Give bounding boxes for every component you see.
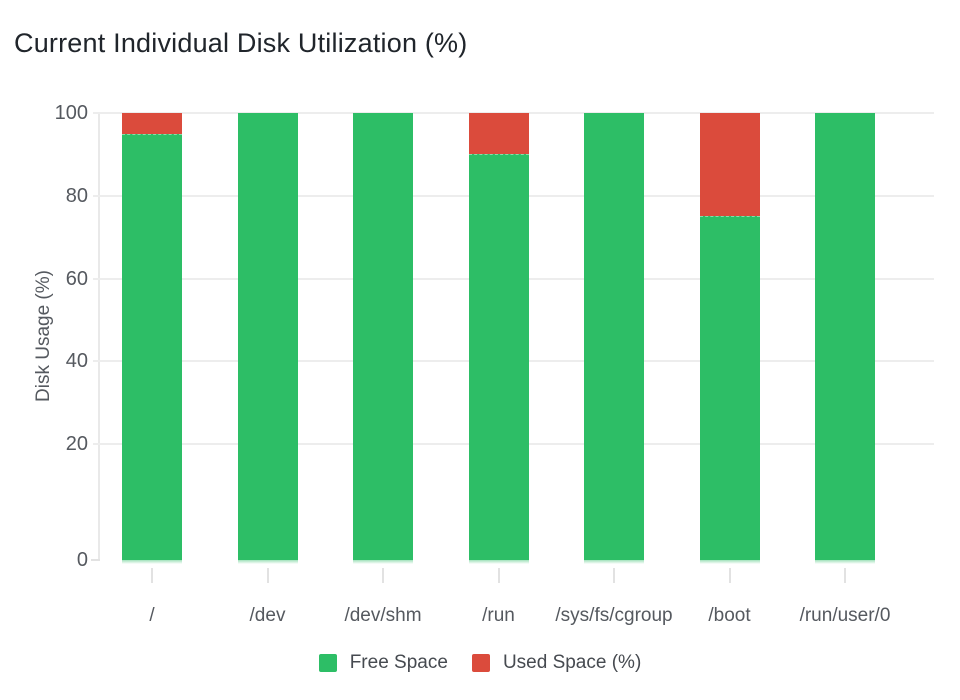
bar-/boot[interactable] [699, 113, 760, 564]
x-axis-tick [728, 568, 731, 583]
legend-item-used-space[interactable]: Used Space (%) [471, 652, 642, 674]
legend-swatch-icon [471, 654, 490, 672]
x-tick-label-/boot: /boot [708, 605, 751, 626]
y-axis-tick-0 [91, 559, 100, 561]
bar-segment-used[interactable] [699, 113, 760, 217]
bar-segment-free[interactable] [815, 113, 875, 560]
y-tick-label-20: 20 [65, 433, 88, 455]
x-axis-tick [844, 568, 846, 583]
x-axis-tick [266, 568, 269, 583]
legend-swatch-icon [318, 654, 337, 672]
bar-base-fade [584, 560, 644, 564]
bar-segment-used[interactable] [468, 113, 529, 155]
legend: Free Space Used Space (%) [0, 652, 960, 674]
x-tick-label-/dev: /dev [249, 605, 286, 626]
legend-item-free-space[interactable]: Free Space [318, 652, 448, 674]
bar-segment-free[interactable] [584, 113, 644, 560]
bar-base-fade [699, 560, 760, 564]
bar-segment-free[interactable] [122, 133, 182, 560]
bar-segment-used[interactable] [122, 113, 182, 134]
x-tick-label-/dev/shm: /dev/shm [344, 605, 422, 626]
x-axis-tick [613, 568, 615, 583]
bar-/run[interactable] [468, 113, 529, 564]
x-axis-tick [151, 568, 153, 583]
y-tick-label-60: 60 [65, 267, 88, 290]
bar-/run/user/0[interactable] [815, 113, 875, 564]
chart-title: Current Individual Disk Utilization (%) [14, 28, 468, 58]
bar-segment-free[interactable] [468, 154, 529, 560]
x-tick-label-/: / [149, 605, 155, 626]
y-tick-label-0: 0 [76, 549, 88, 571]
x-axis-tick [382, 568, 384, 583]
legend-label: Free Space [349, 652, 448, 673]
bar-/[interactable] [122, 113, 182, 564]
bar-/sys/fs/cgroup[interactable] [584, 113, 644, 564]
x-tick-label-/run/user/0: /run/user/0 [799, 605, 891, 626]
y-tick-label-100: 100 [54, 102, 88, 124]
bar-segment-free[interactable] [699, 216, 760, 560]
x-tick-label-/run: /run [482, 605, 515, 626]
bar-base-fade [353, 560, 413, 564]
legend-label: Used Space (%) [502, 652, 642, 673]
bar-base-fade [237, 560, 298, 564]
bar-segment-free[interactable] [237, 113, 298, 560]
bar-/dev[interactable] [237, 113, 298, 564]
plot-area: 100 80 60 40 20 0 / /dev/dev/shm/run/sys/fs/cgr… [55, 102, 934, 626]
bar-base-fade [468, 560, 529, 564]
bar-/dev/shm[interactable] [353, 113, 413, 564]
bar-segment-free[interactable] [353, 113, 413, 560]
y-tick-label-40: 40 [65, 350, 88, 373]
x-axis-tick [497, 568, 500, 583]
x-tick-label-/sys/fs/cgroup: /sys/fs/cgroup [555, 605, 673, 626]
y-tick-label-80: 80 [65, 184, 88, 207]
bar-base-fade [815, 560, 875, 564]
bar-base-fade [122, 560, 182, 564]
